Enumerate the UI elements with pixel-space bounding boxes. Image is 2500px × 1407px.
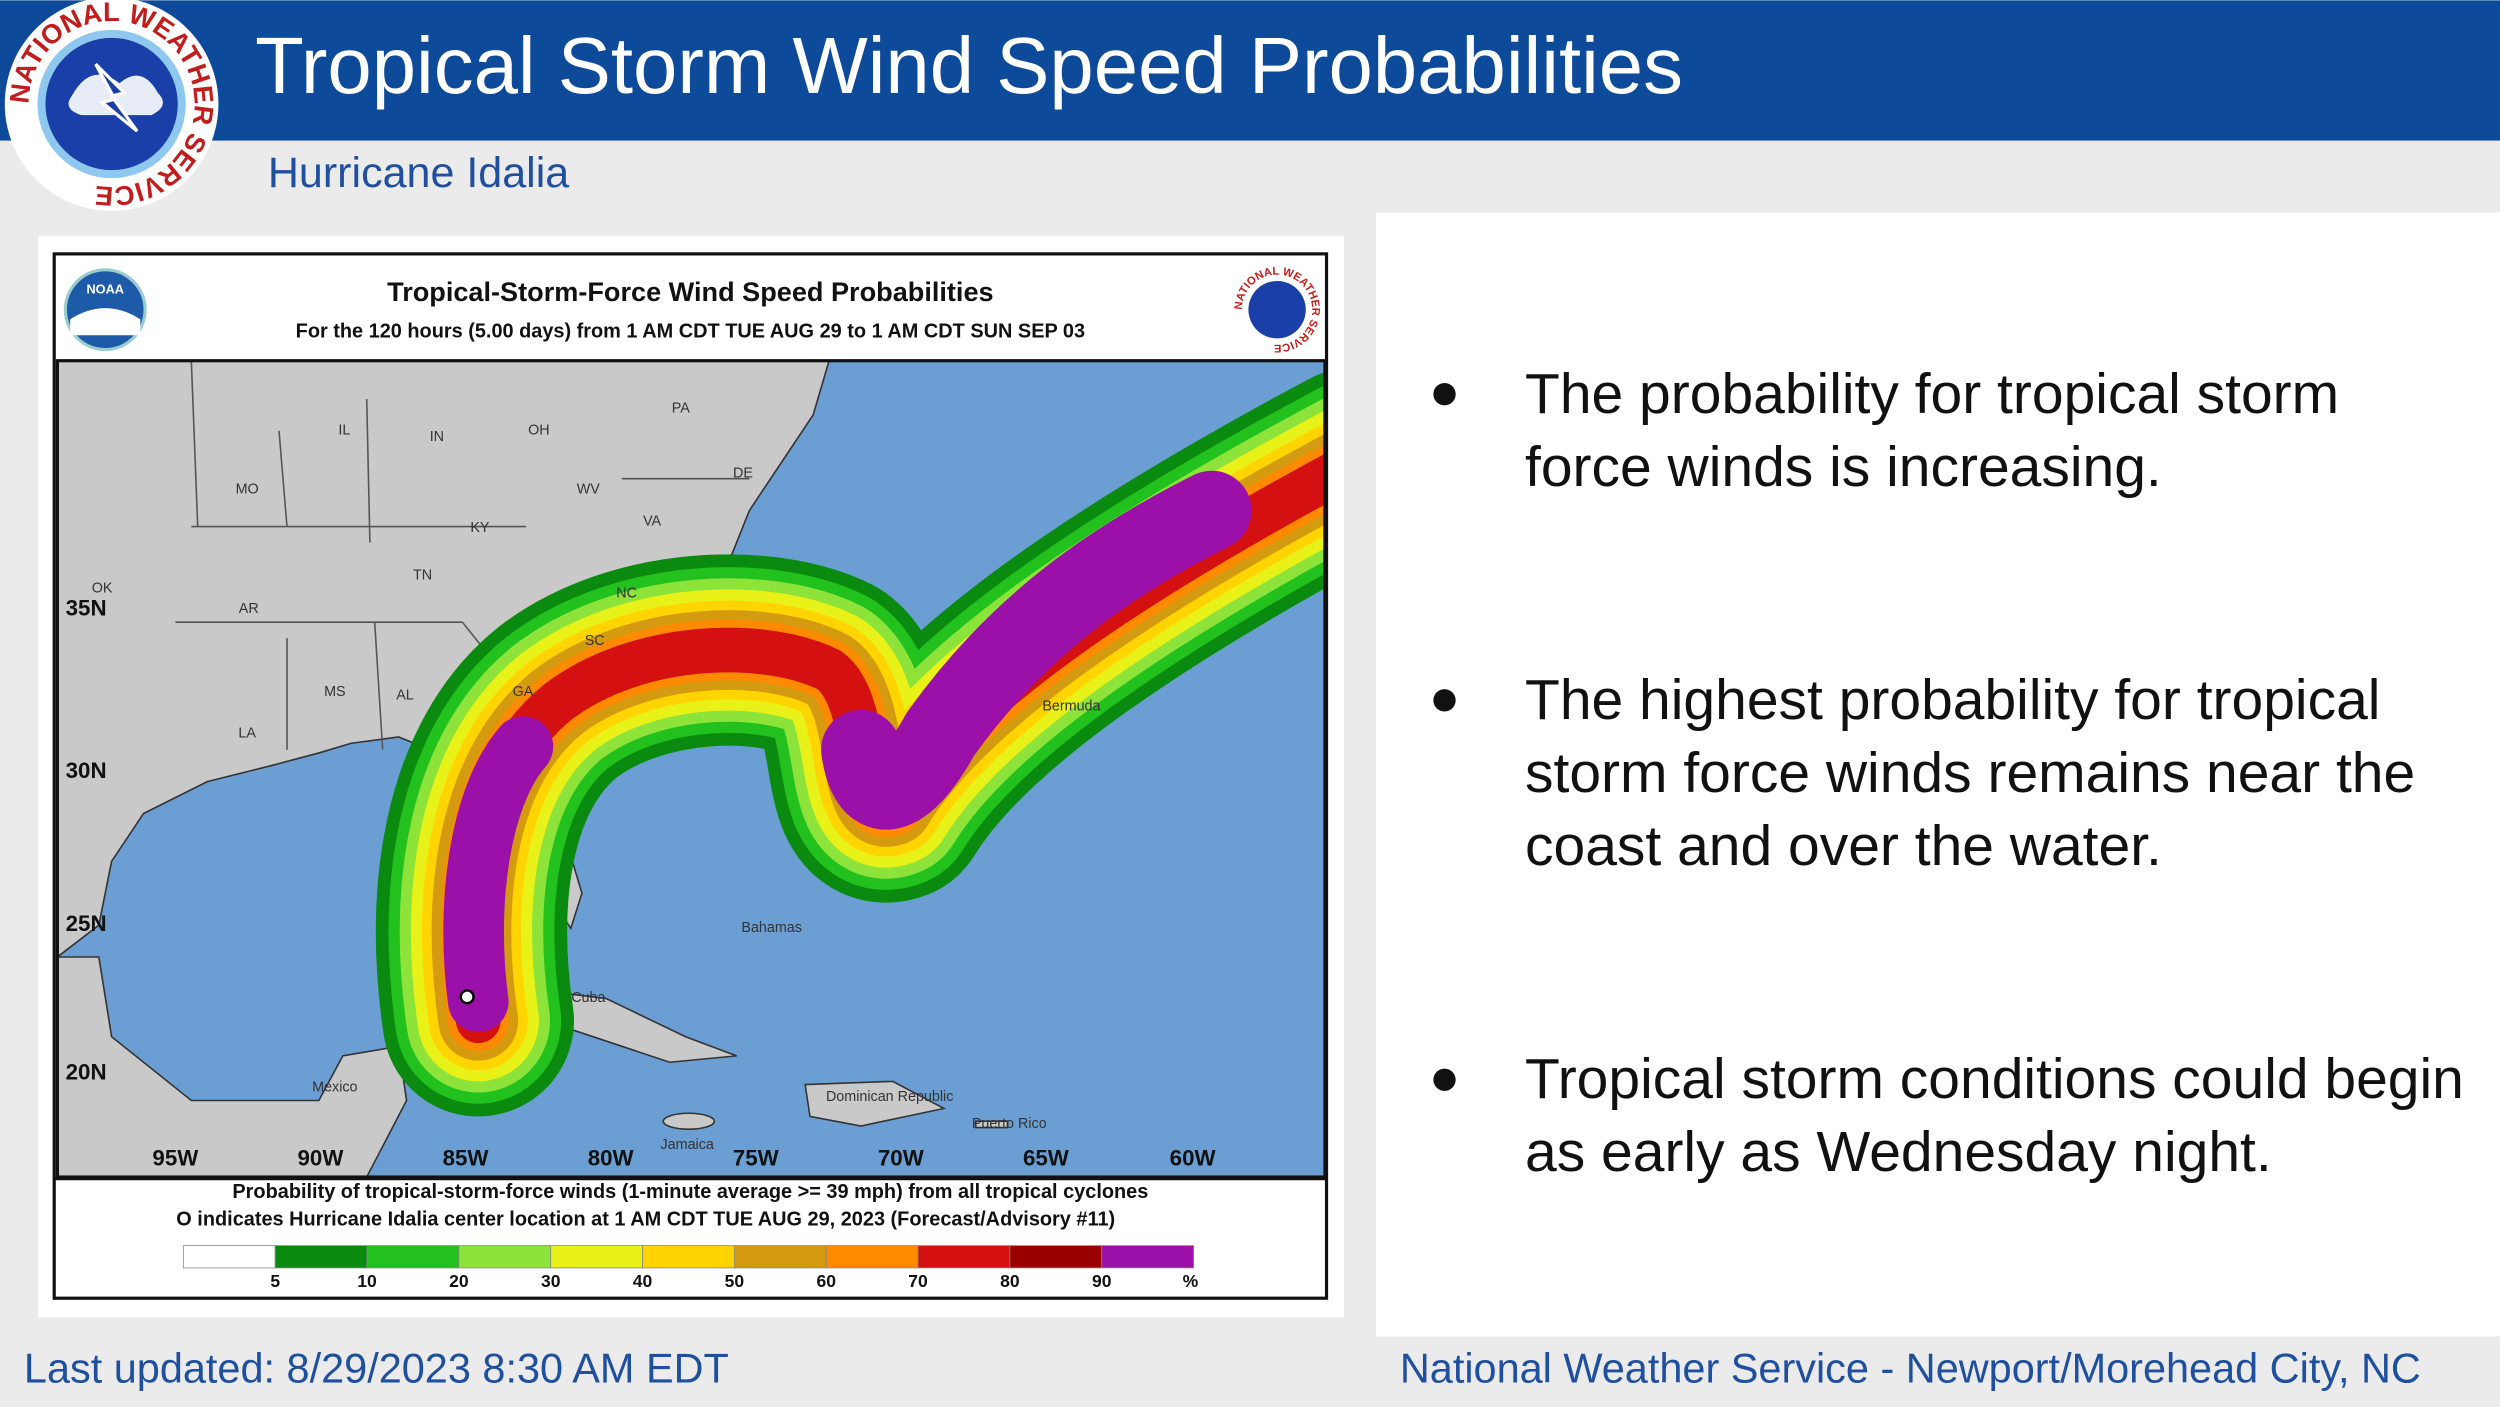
latitude-label: 20N bbox=[66, 1059, 107, 1084]
place-label: DE bbox=[733, 466, 753, 482]
legend-swatch bbox=[274, 1245, 368, 1269]
header-bar bbox=[0, 0, 2500, 141]
place-label: Jamaica bbox=[661, 1137, 714, 1153]
bullet-dot bbox=[1433, 1068, 1456, 1091]
legend-swatch bbox=[825, 1245, 919, 1269]
latitude-label: 30N bbox=[66, 758, 107, 783]
bullet-dot bbox=[1433, 383, 1456, 406]
legend-swatch bbox=[550, 1245, 643, 1269]
legend-label: 70 bbox=[908, 1271, 928, 1291]
storm-center bbox=[459, 989, 475, 1005]
swath-band bbox=[821, 470, 1252, 830]
slide-title: Tropical Storm Wind Speed Probabilities bbox=[255, 21, 1683, 110]
place-label: AR bbox=[239, 601, 259, 617]
place-label: PA bbox=[672, 400, 690, 416]
legend: 5 10 20 30 40 50 60 70 80 90% bbox=[182, 1245, 1199, 1291]
place-label: TN bbox=[413, 568, 432, 584]
place-label: LA bbox=[238, 726, 256, 742]
bullet-text: The probability for tropical storm force… bbox=[1525, 362, 2340, 499]
legend-label: 80 bbox=[1000, 1271, 1020, 1291]
longitude-label: 70W bbox=[878, 1145, 925, 1170]
legend-swatch bbox=[1101, 1245, 1194, 1269]
text-panel bbox=[1375, 212, 2500, 1337]
place-label: SC bbox=[585, 633, 605, 649]
legend-label: 5 bbox=[270, 1271, 280, 1291]
legend-swatch bbox=[733, 1245, 827, 1269]
longitude-label: 80W bbox=[588, 1145, 635, 1170]
latitude-label: 35N bbox=[66, 595, 107, 620]
legend-swatch bbox=[182, 1245, 276, 1269]
nws-small-logo: NATIONAL WEATHER SERVICE bbox=[1232, 265, 1322, 355]
place-label: IN bbox=[430, 429, 444, 445]
subtitle-band bbox=[0, 140, 2500, 213]
legend-label: 60 bbox=[816, 1271, 836, 1291]
office-name: National Weather Service - Newport/Moreh… bbox=[1400, 1345, 2421, 1392]
legend-label: % bbox=[1183, 1271, 1199, 1291]
place-label: Mexico bbox=[312, 1080, 357, 1096]
map-title: Tropical-Storm-Force Wind Speed Probabil… bbox=[387, 276, 993, 307]
legend-label: 50 bbox=[725, 1271, 745, 1291]
place-label: NC bbox=[616, 585, 637, 601]
place-label: GA bbox=[513, 684, 534, 700]
map-subtitle: For the 120 hours (5.00 days) from 1 AM … bbox=[296, 320, 1085, 342]
map-footer-2: O indicates Hurricane Idalia center loca… bbox=[176, 1208, 1115, 1230]
place-label: Bermuda bbox=[1042, 698, 1100, 714]
place-label: Dominican Republic bbox=[826, 1089, 953, 1105]
place-label: AL bbox=[396, 687, 414, 703]
swath-band bbox=[443, 716, 554, 1032]
place-label: OH bbox=[528, 423, 550, 439]
place-label: Puerto Rico bbox=[972, 1116, 1047, 1132]
longitude-label: 85W bbox=[443, 1145, 490, 1170]
nws-logo: NATIONAL WEATHER SERVICE bbox=[3, 0, 220, 212]
legend-label: 20 bbox=[449, 1271, 469, 1291]
map bbox=[57, 360, 1325, 1178]
bullet-text: Tropical storm conditions could begin as… bbox=[1525, 1047, 2464, 1184]
legend-label: 40 bbox=[633, 1271, 653, 1291]
longitude-label: 90W bbox=[298, 1145, 345, 1170]
place-label: IL bbox=[338, 423, 350, 439]
place-label: Cuba bbox=[571, 990, 605, 1006]
legend-label: 90 bbox=[1092, 1271, 1112, 1291]
longitude-label: 60W bbox=[1170, 1145, 1217, 1170]
place-label: OK bbox=[92, 580, 113, 596]
place-label: WV bbox=[577, 482, 601, 498]
legend-swatch bbox=[366, 1245, 460, 1269]
place-label: MS bbox=[324, 684, 346, 700]
legend-swatch bbox=[642, 1245, 735, 1269]
place-label: VA bbox=[643, 514, 661, 530]
place-label: KY bbox=[470, 520, 490, 536]
probability-swaths bbox=[375, 372, 1325, 1117]
legend-label: 30 bbox=[541, 1271, 561, 1291]
bullet-dot bbox=[1433, 689, 1456, 712]
legend-label: 10 bbox=[357, 1271, 377, 1291]
noaa-text: NOAA bbox=[86, 282, 124, 297]
longitude-label: 95W bbox=[152, 1145, 199, 1170]
place-label: Bahamas bbox=[741, 920, 802, 936]
longitude-label: 65W bbox=[1023, 1145, 1070, 1170]
legend-swatch bbox=[458, 1245, 552, 1269]
slide-subtitle: Hurricane Idalia bbox=[268, 149, 569, 197]
place-label: MO bbox=[236, 482, 259, 498]
bullet-text: The highest probability for tropical sto… bbox=[1525, 668, 2416, 878]
longitude-label: 75W bbox=[733, 1145, 780, 1170]
legend-swatch bbox=[1009, 1245, 1103, 1269]
legend-swatch bbox=[917, 1245, 1011, 1269]
noaa-logo: NOAA bbox=[63, 268, 147, 352]
latitude-label: 25N bbox=[66, 911, 107, 936]
last-updated: Last updated: 8/29/2023 8:30 AM EDT bbox=[24, 1345, 729, 1392]
map-footer-1: Probability of tropical-storm-force wind… bbox=[232, 1181, 1148, 1203]
